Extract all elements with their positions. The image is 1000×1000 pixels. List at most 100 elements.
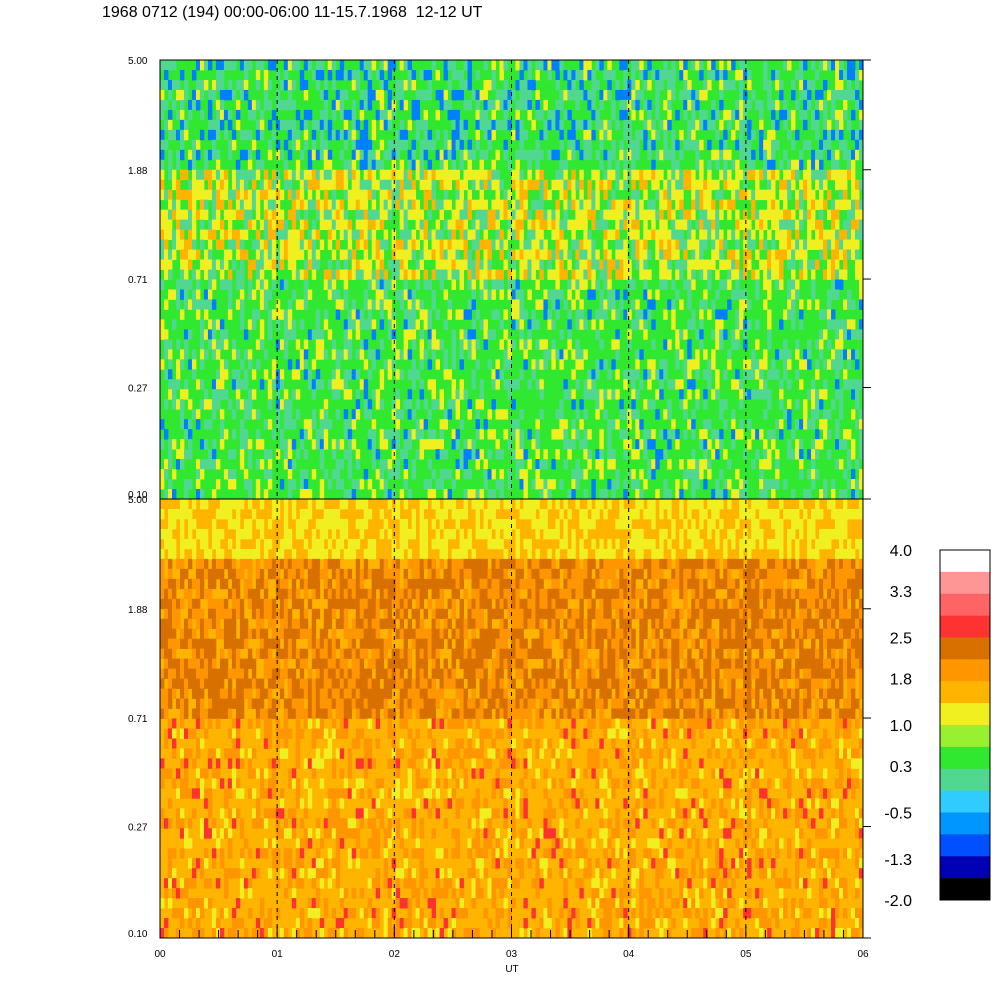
- heatmap-cell: [263, 249, 269, 260]
- heatmap-cell: [455, 129, 460, 141]
- heatmap-cell: [615, 349, 620, 360]
- heatmap-cell: [215, 399, 221, 410]
- heatmap-cell: [827, 129, 832, 141]
- heatmap-cell: [179, 888, 185, 899]
- heatmap-cell: [215, 69, 221, 81]
- heatmap-cell: [223, 189, 229, 201]
- heatmap-cell: [215, 379, 221, 390]
- heatmap-cell: [379, 219, 385, 231]
- heatmap-cell: [435, 269, 440, 280]
- heatmap-cell: [767, 179, 772, 191]
- heatmap-cell: [371, 429, 377, 440]
- heatmap-cell: [619, 109, 624, 121]
- heatmap-cell: [215, 598, 221, 610]
- heatmap-cell: [243, 169, 249, 181]
- heatmap-cell: [179, 209, 185, 221]
- heatmap-cell: [187, 598, 193, 610]
- heatmap-cell: [651, 169, 656, 181]
- heatmap-cell: [515, 60, 520, 71]
- heatmap-cell: [239, 209, 245, 221]
- heatmap-cell: [775, 79, 780, 91]
- heatmap-cell: [715, 439, 720, 450]
- heatmap-cell: [303, 239, 309, 250]
- heatmap-cell: [259, 788, 265, 799]
- heatmap-cell: [815, 89, 820, 101]
- heatmap-cell: [699, 109, 704, 121]
- heatmap-cell: [655, 149, 660, 161]
- heatmap-cell: [719, 229, 724, 240]
- heatmap-cell: [535, 429, 540, 440]
- heatmap-cell: [439, 229, 444, 240]
- heatmap-cell: [559, 259, 564, 270]
- heatmap-cell: [771, 159, 776, 171]
- heatmap-cell: [539, 169, 544, 181]
- heatmap-cell: [395, 89, 401, 101]
- heatmap-cell: [543, 449, 548, 460]
- heatmap-cell: [559, 179, 564, 191]
- heatmap-cell: [263, 738, 269, 749]
- heatmap-cell: [495, 209, 500, 221]
- heatmap-cell: [167, 568, 173, 580]
- heatmap-cell: [199, 329, 205, 340]
- heatmap-cell: [507, 439, 512, 450]
- heatmap-cell: [415, 99, 421, 111]
- heatmap-cell: [587, 69, 592, 81]
- heatmap-cell: [223, 109, 229, 121]
- heatmap-cell: [199, 359, 205, 370]
- heatmap-cell: [295, 60, 301, 71]
- heatmap-cell: [683, 209, 688, 221]
- heatmap-cell: [231, 169, 237, 181]
- heatmap-cell: [835, 439, 840, 450]
- heatmap-cell: [587, 309, 592, 320]
- heatmap-cell: [679, 259, 684, 270]
- heatmap-cell: [767, 449, 772, 460]
- heatmap-cell: [363, 229, 369, 240]
- heatmap-cell: [407, 159, 413, 171]
- heatmap-cell: [247, 319, 253, 330]
- heatmap-cell: [295, 169, 301, 181]
- heatmap-cell: [363, 129, 369, 141]
- heatmap-cell: [451, 129, 456, 141]
- heatmap-cell: [471, 449, 476, 460]
- heatmap-cell: [279, 149, 285, 161]
- heatmap-cell: [467, 99, 472, 111]
- heatmap-cell: [199, 828, 205, 839]
- heatmap-cell: [799, 149, 804, 161]
- heatmap-cell: [251, 788, 257, 799]
- heatmap-cell: [347, 349, 353, 360]
- heatmap-cell: [447, 99, 452, 111]
- heatmap-cell: [160, 139, 165, 151]
- heatmap-cell: [171, 588, 177, 600]
- heatmap-cell: [235, 748, 241, 759]
- heatmap-cell: [611, 339, 616, 350]
- heatmap-cell: [239, 848, 245, 859]
- heatmap-cell: [327, 419, 333, 430]
- heatmap-cell: [755, 429, 760, 440]
- heatmap-cell: [183, 708, 189, 719]
- heatmap-cell: [331, 99, 337, 111]
- heatmap-cell: [643, 329, 648, 340]
- heatmap-cell: [339, 169, 345, 181]
- heatmap-cell: [803, 269, 808, 280]
- heatmap-cell: [203, 169, 209, 181]
- heatmap-cell: [759, 429, 764, 440]
- heatmap-cell: [571, 149, 576, 161]
- heatmap-cell: [283, 169, 289, 181]
- heatmap-cell: [355, 269, 361, 280]
- heatmap-cell: [815, 169, 820, 181]
- heatmap-cell: [627, 79, 632, 91]
- heatmap-cell: [615, 249, 620, 260]
- heatmap-cell: [263, 279, 269, 290]
- heatmap-cell: [259, 289, 265, 300]
- heatmap-cell: [779, 159, 784, 171]
- heatmap-cell: [775, 479, 780, 490]
- heatmap-cell: [499, 269, 504, 280]
- heatmap-cell: [195, 708, 201, 719]
- heatmap-cell: [160, 279, 165, 290]
- heatmap-cell: [663, 449, 668, 460]
- heatmap-cell: [160, 508, 165, 520]
- heatmap-cell: [767, 149, 772, 161]
- heatmap-cell: [167, 698, 173, 709]
- heatmap-cell: [239, 149, 245, 161]
- heatmap-cell: [179, 249, 185, 260]
